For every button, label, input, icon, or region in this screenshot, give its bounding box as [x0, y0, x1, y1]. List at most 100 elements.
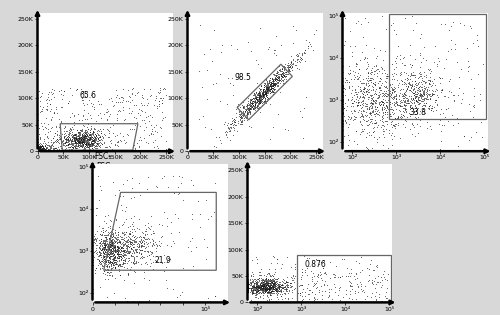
Point	[266, 280, 274, 285]
Point	[44, 106, 52, 111]
Point	[424, 91, 432, 96]
Point	[108, 226, 116, 232]
Point	[128, 238, 136, 243]
Point	[266, 283, 274, 288]
Point	[263, 280, 271, 285]
Point	[275, 78, 283, 83]
Point	[66, 137, 74, 142]
Point	[270, 88, 278, 93]
Point	[352, 89, 360, 94]
Point	[310, 282, 318, 287]
Point	[380, 100, 388, 105]
Point	[408, 122, 416, 127]
Point	[120, 248, 128, 253]
Point	[265, 266, 273, 272]
Point	[106, 236, 114, 241]
Point	[234, 120, 242, 125]
Point	[34, 147, 42, 152]
Point	[106, 263, 114, 268]
Point	[84, 137, 92, 142]
Point	[88, 140, 96, 146]
Point	[250, 91, 258, 96]
Point	[44, 146, 52, 152]
Point	[275, 78, 283, 83]
Point	[284, 71, 292, 76]
Point	[99, 227, 107, 232]
Point	[72, 136, 80, 141]
Point	[120, 258, 128, 263]
Point	[110, 238, 118, 243]
Point	[288, 60, 296, 65]
Point	[246, 101, 254, 106]
Point	[39, 146, 47, 151]
Point	[282, 283, 290, 288]
Point	[34, 147, 42, 152]
Point	[100, 112, 108, 117]
Point	[358, 99, 366, 104]
Point	[34, 146, 42, 152]
Point	[364, 123, 372, 128]
Point	[93, 243, 101, 248]
Point	[469, 104, 477, 109]
Point	[338, 94, 346, 99]
Point	[372, 282, 380, 287]
Point	[149, 231, 157, 236]
Point	[89, 149, 97, 154]
Point	[259, 281, 267, 286]
Point	[408, 131, 416, 136]
Text: 65.6: 65.6	[80, 91, 96, 100]
Point	[288, 64, 296, 69]
Point	[374, 94, 382, 99]
Point	[134, 260, 142, 265]
Point	[76, 131, 84, 136]
Point	[116, 268, 124, 273]
Point	[126, 244, 134, 249]
Point	[96, 285, 104, 290]
Point	[244, 112, 252, 117]
Point	[270, 285, 278, 290]
Point	[280, 74, 287, 79]
Point	[253, 94, 261, 100]
Point	[375, 85, 383, 90]
Point	[112, 217, 120, 222]
Point	[160, 115, 168, 120]
Point	[280, 74, 288, 79]
Point	[74, 137, 82, 142]
Point	[275, 67, 283, 72]
Point	[392, 55, 400, 60]
Point	[84, 134, 92, 139]
Point	[268, 84, 276, 89]
Point	[470, 86, 478, 91]
Point	[242, 103, 250, 108]
Point	[324, 295, 332, 300]
Point	[228, 115, 235, 120]
Point	[114, 249, 122, 255]
Point	[397, 98, 405, 103]
Point	[431, 83, 439, 88]
Point	[396, 87, 404, 92]
Point	[150, 228, 158, 233]
Point	[143, 102, 151, 107]
Point	[46, 147, 54, 152]
Point	[276, 279, 283, 284]
Point	[266, 289, 274, 295]
Point	[266, 83, 274, 88]
Point	[81, 133, 89, 138]
Point	[86, 98, 94, 103]
Point	[352, 96, 360, 101]
Point	[74, 143, 82, 148]
Point	[83, 137, 91, 142]
Point	[38, 143, 46, 148]
Point	[96, 144, 104, 149]
Point	[406, 87, 414, 92]
Point	[259, 290, 267, 295]
Point	[271, 288, 279, 293]
Point	[40, 145, 48, 150]
Point	[40, 124, 48, 129]
Point	[109, 234, 117, 239]
Point	[347, 281, 355, 286]
Point	[114, 232, 122, 238]
Point	[338, 103, 346, 108]
Point	[266, 280, 274, 285]
Point	[145, 278, 153, 283]
